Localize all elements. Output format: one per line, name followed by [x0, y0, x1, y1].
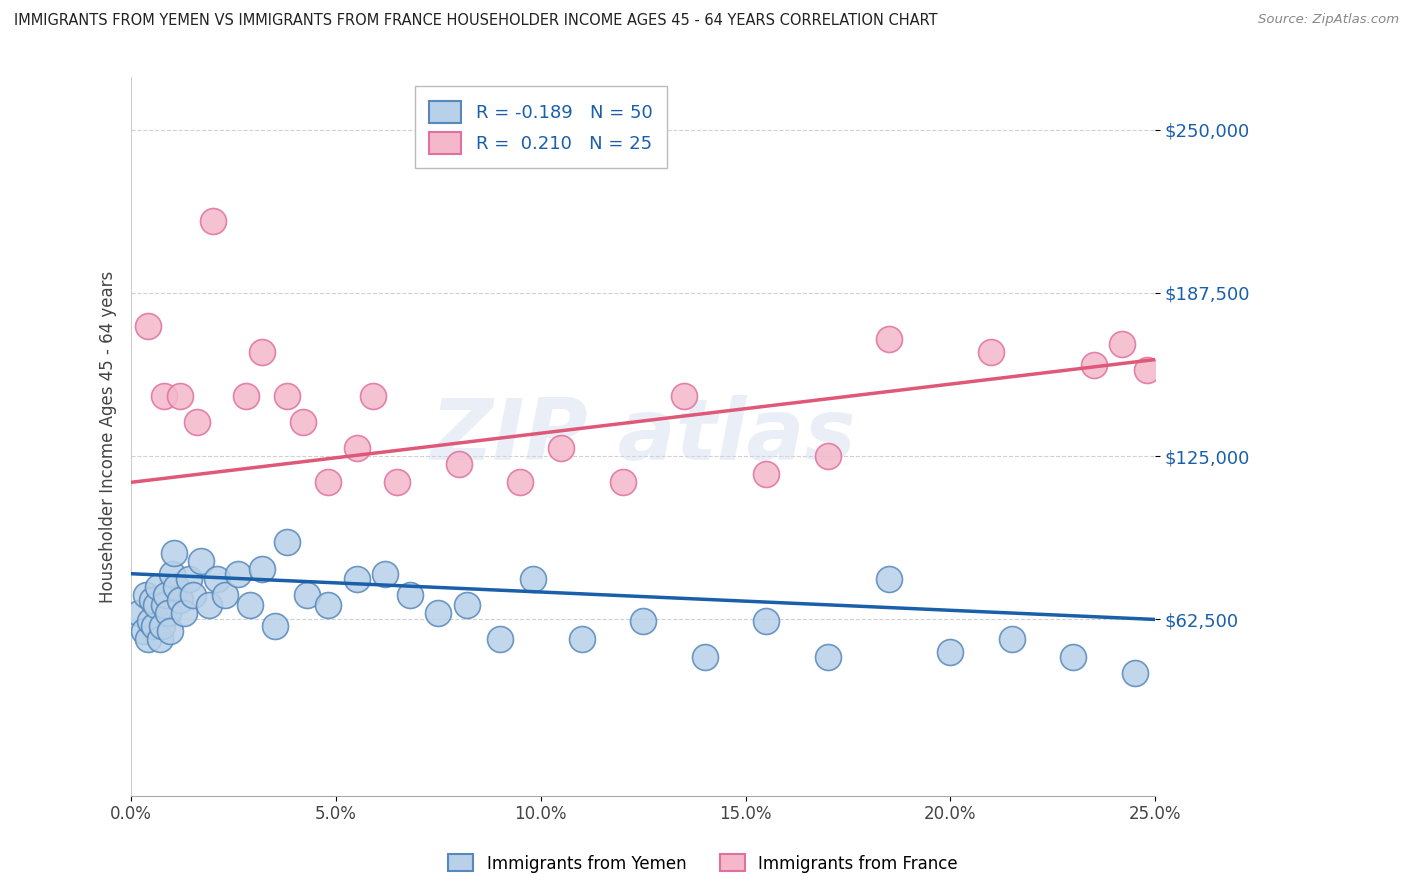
Text: IMMIGRANTS FROM YEMEN VS IMMIGRANTS FROM FRANCE HOUSEHOLDER INCOME AGES 45 - 64 : IMMIGRANTS FROM YEMEN VS IMMIGRANTS FROM… — [14, 13, 938, 29]
Point — [456, 598, 478, 612]
Point — [346, 442, 368, 456]
Point — [877, 572, 900, 586]
Point — [190, 554, 212, 568]
Point — [939, 645, 962, 659]
Point — [252, 561, 274, 575]
Point — [817, 449, 839, 463]
Point — [186, 415, 208, 429]
Point — [612, 475, 634, 490]
Point — [173, 606, 195, 620]
Point — [136, 318, 159, 333]
Point — [571, 632, 593, 646]
Point — [207, 572, 229, 586]
Point — [1083, 358, 1105, 372]
Point — [980, 344, 1002, 359]
Text: Source: ZipAtlas.com: Source: ZipAtlas.com — [1258, 13, 1399, 27]
Point — [202, 214, 225, 228]
Y-axis label: Householder Income Ages 45 - 64 years: Householder Income Ages 45 - 64 years — [100, 270, 117, 603]
Point — [160, 566, 183, 581]
Point — [153, 389, 176, 403]
Point — [150, 619, 173, 633]
Point — [235, 389, 257, 403]
Point — [128, 606, 150, 620]
Point — [447, 457, 470, 471]
Point — [141, 592, 163, 607]
Text: ZIP atlas: ZIP atlas — [430, 395, 856, 478]
Point — [177, 572, 200, 586]
Point — [226, 566, 249, 581]
Point — [135, 588, 157, 602]
Point — [427, 606, 450, 620]
Point — [631, 614, 654, 628]
Point — [361, 389, 384, 403]
Point — [1136, 363, 1159, 377]
Point — [146, 580, 169, 594]
Point — [1123, 665, 1146, 680]
Legend: Immigrants from Yemen, Immigrants from France: Immigrants from Yemen, Immigrants from F… — [441, 847, 965, 880]
Point — [522, 572, 544, 586]
Point — [149, 632, 172, 646]
Point — [346, 572, 368, 586]
Point — [387, 475, 409, 490]
Point — [374, 566, 396, 581]
Point — [165, 580, 187, 594]
Point — [673, 389, 696, 403]
Legend: R = -0.189   N = 50, R =  0.210   N = 25: R = -0.189 N = 50, R = 0.210 N = 25 — [415, 87, 666, 169]
Point — [159, 624, 181, 639]
Point — [489, 632, 512, 646]
Point — [142, 619, 165, 633]
Point — [239, 598, 262, 612]
Point — [1111, 337, 1133, 351]
Point — [755, 467, 778, 482]
Point — [145, 598, 167, 612]
Point — [1062, 650, 1084, 665]
Point — [316, 475, 339, 490]
Point — [157, 606, 180, 620]
Point — [252, 344, 274, 359]
Point — [181, 588, 204, 602]
Point — [276, 389, 298, 403]
Point — [153, 598, 176, 612]
Point — [132, 624, 155, 639]
Point — [1001, 632, 1024, 646]
Point — [693, 650, 716, 665]
Point — [398, 588, 420, 602]
Point — [214, 588, 236, 602]
Point — [138, 614, 160, 628]
Point — [276, 535, 298, 549]
Point — [297, 588, 319, 602]
Point — [169, 592, 191, 607]
Point — [163, 546, 186, 560]
Point — [316, 598, 339, 612]
Point — [155, 588, 177, 602]
Point — [169, 389, 191, 403]
Point — [292, 415, 315, 429]
Point — [198, 598, 221, 612]
Point — [755, 614, 778, 628]
Point — [817, 650, 839, 665]
Point — [877, 332, 900, 346]
Point — [550, 442, 572, 456]
Point — [509, 475, 531, 490]
Point — [136, 632, 159, 646]
Point — [263, 619, 285, 633]
